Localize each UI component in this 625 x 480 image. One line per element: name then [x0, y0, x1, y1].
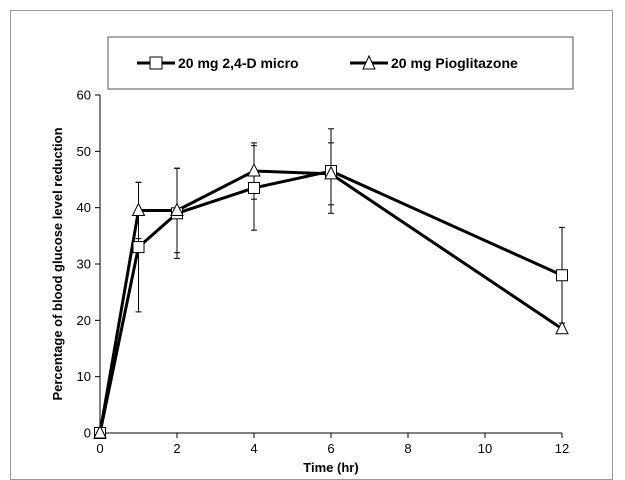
data-point-triangle	[247, 162, 261, 177]
data-point-triangle	[93, 424, 107, 439]
legend-box	[107, 36, 574, 90]
x-tick-label: 6	[327, 441, 334, 456]
x-tick-label: 2	[173, 441, 180, 456]
y-tick-label: 60	[77, 88, 91, 103]
series-line-1	[98, 169, 563, 434]
data-point-triangle	[555, 320, 569, 335]
legend-label-series-2: 20 mg Pioglitazone	[391, 55, 518, 71]
data-point-triangle	[131, 202, 146, 216]
y-tick-label: 10	[77, 369, 91, 384]
x-axis-ticks: 0 2 4 6 8 10 12	[96, 433, 569, 456]
data-point-triangle	[170, 202, 184, 216]
y-tick-label: 20	[77, 313, 91, 328]
legend-marker-square	[149, 56, 163, 70]
data-point-square	[248, 181, 260, 194]
y-tick-label: 40	[77, 200, 91, 215]
x-tick-label: 0	[96, 441, 103, 456]
legend-marker-triangle	[362, 54, 376, 70]
data-point-triangle	[324, 165, 338, 180]
x-axis-title: Time (hr)	[303, 460, 358, 475]
x-tick-label: 4	[250, 441, 257, 456]
x-tick-label: 8	[404, 441, 411, 456]
x-tick-label: 10	[478, 441, 492, 456]
series-line-2	[98, 169, 563, 434]
data-point-square	[556, 269, 568, 282]
legend-label-series-1: 20 mg 2,4-D micro	[178, 55, 299, 71]
y-axis-ticks: 0 10 20 30 40 50 60	[77, 88, 100, 441]
y-tick-label: 0	[84, 426, 91, 441]
error-bars	[135, 128, 565, 324]
y-tick-label: 30	[77, 257, 91, 272]
data-point-square	[132, 241, 145, 254]
x-tick-label: 12	[555, 441, 569, 456]
y-axis-title: Percentage of blood glucose level reduct…	[50, 127, 65, 400]
legend: 20 mg 2,4-D micro 20 mg Pioglitazone	[137, 54, 518, 71]
y-tick-label: 50	[77, 144, 91, 159]
series-markers	[93, 162, 569, 439]
series-lines	[98, 169, 563, 434]
